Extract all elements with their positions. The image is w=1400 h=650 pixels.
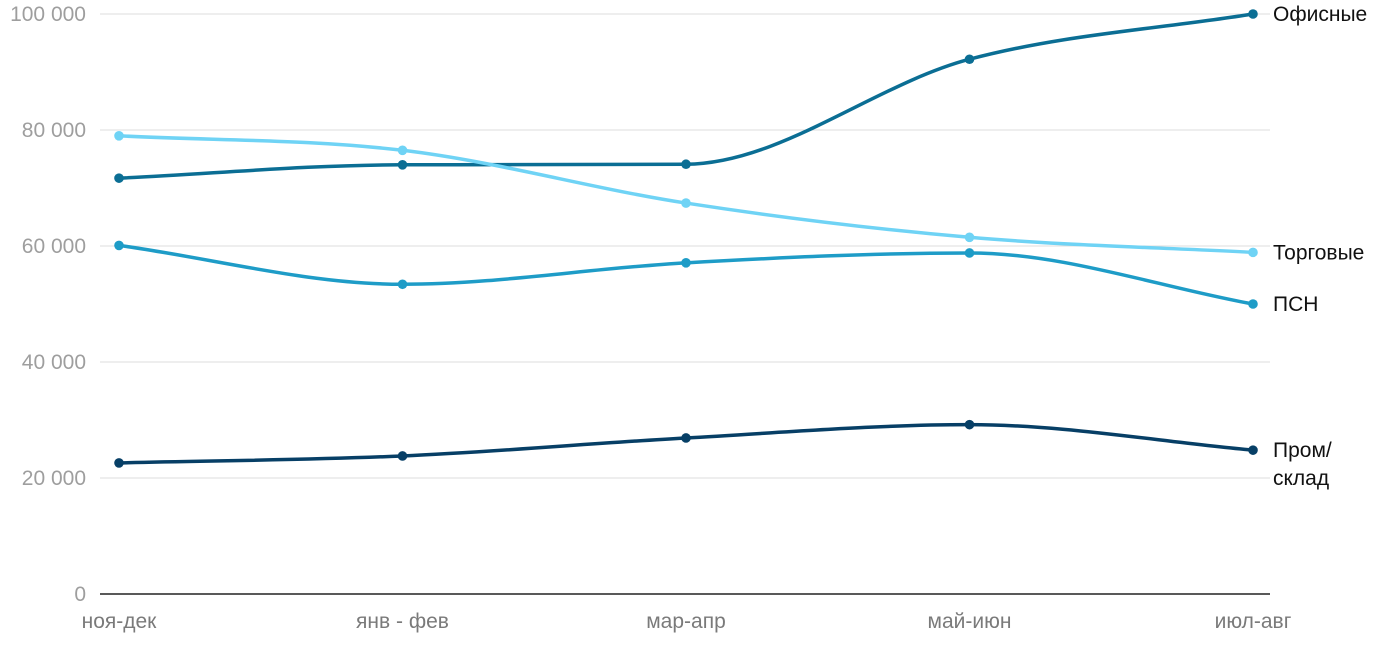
- series-label: Торговые: [1273, 241, 1364, 264]
- y-tick-label: 40 000: [22, 351, 86, 374]
- data-point: [681, 198, 691, 208]
- y-tick-label: 80 000: [22, 119, 86, 142]
- gridlines: [100, 13, 1270, 595]
- data-point: [114, 131, 124, 141]
- data-point: [964, 54, 975, 65]
- data-point: [681, 433, 691, 443]
- series-line: [117, 12, 1255, 180]
- data-point: [1248, 445, 1258, 455]
- y-tick-label: 100 000: [10, 3, 86, 26]
- data-point: [397, 279, 408, 290]
- data-point: [1248, 299, 1258, 309]
- data-point: [1248, 9, 1258, 19]
- data-point: [681, 159, 691, 170]
- data-point: [964, 248, 975, 258]
- data-point: [681, 258, 691, 268]
- series-lines: [114, 9, 1258, 468]
- x-tick-label: июл-авг: [1215, 610, 1292, 633]
- y-axis: 0 20 000 40 000 60 000 80 000 100 000: [10, 3, 86, 606]
- y-tick-label: 60 000: [22, 235, 86, 258]
- x-tick-label: ноя-дек: [82, 610, 158, 633]
- y-tick-label: 20 000: [22, 467, 86, 490]
- x-tick-label: май-июн: [928, 610, 1012, 633]
- data-point: [397, 451, 408, 461]
- data-point: [114, 173, 124, 183]
- data-point: [1248, 247, 1258, 258]
- data-point: [114, 458, 124, 468]
- series-group: [114, 131, 1258, 258]
- series-label: Пром/: [1273, 439, 1332, 462]
- data-point: [964, 232, 975, 243]
- series-label: ПСН: [1273, 293, 1318, 316]
- series-labels: Офисные Торговые ПСН Пром/склад: [1273, 3, 1367, 490]
- series-group: [114, 9, 1258, 183]
- series-label: Офисные: [1273, 3, 1367, 26]
- series-line: [117, 422, 1255, 465]
- series-line: [117, 134, 1255, 255]
- data-point: [397, 145, 408, 156]
- series-group: [114, 240, 1258, 309]
- series-group: [114, 419, 1258, 468]
- y-tick-label: 0: [74, 583, 86, 606]
- x-tick-label: янв - фев: [356, 610, 449, 633]
- x-axis: ноя-дек янв - фев мар-апр май-июн июл-авг: [82, 610, 1292, 633]
- data-point: [964, 419, 975, 430]
- data-point: [397, 160, 408, 170]
- data-point: [114, 240, 124, 251]
- x-tick-label: мар-апр: [646, 610, 726, 633]
- series-label: склад: [1273, 467, 1329, 490]
- series-line: [117, 243, 1255, 306]
